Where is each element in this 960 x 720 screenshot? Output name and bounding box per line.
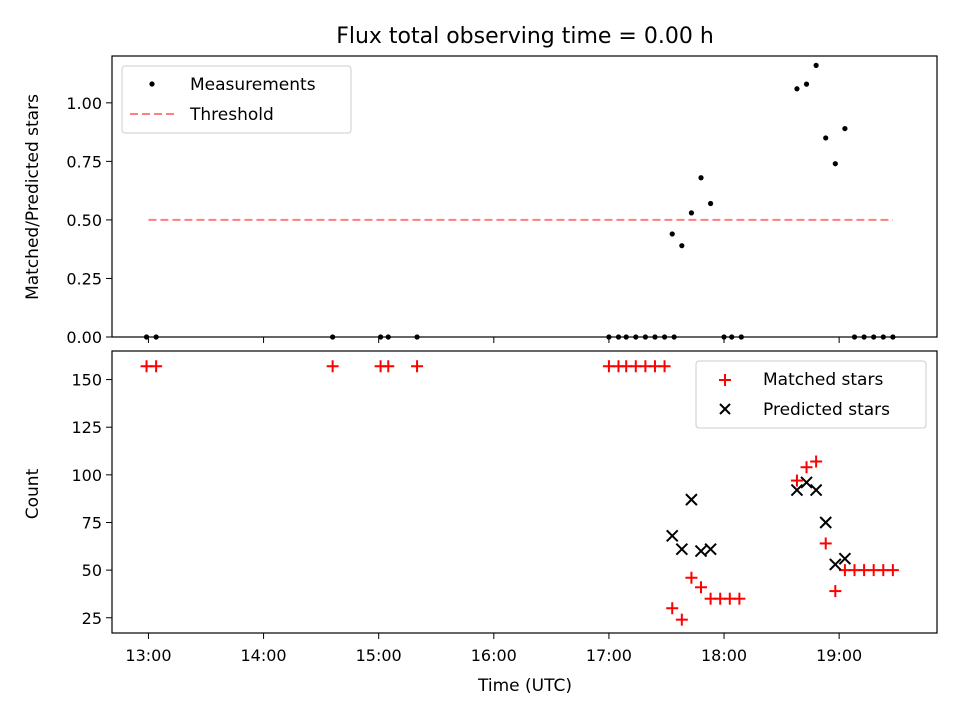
- bottom-x-axis: 13:00 14:00 15:00 16:00 17:00 18:00 19:00: [125, 633, 862, 665]
- top-y-tick-label: 0.50: [66, 211, 102, 230]
- bottom-y-tick-label: 50: [82, 561, 102, 580]
- top-panel-frame: [111, 55, 938, 338]
- legend-marker-predicted: [719, 403, 731, 415]
- measurement-point: [803, 81, 810, 87]
- predicted-star-point: [675, 542, 689, 556]
- matched-star-point: [886, 564, 899, 577]
- bottom-x-tick-label: 16:00: [471, 646, 517, 665]
- legend-marker-matched: [719, 374, 731, 386]
- bottom-y-tick-label: 150: [71, 371, 102, 390]
- bottom-x-tick-label: 15:00: [356, 646, 402, 665]
- measurement-point: [708, 200, 714, 207]
- bottom-y-tick-label: 100: [71, 466, 102, 485]
- top-panel: 0.00 0.25 0.50 0.75 1.00 Matched/Predicted s…: [23, 55, 938, 347]
- matched-star-point: [666, 602, 679, 615]
- predicted-star-point: [790, 483, 804, 497]
- figure-title: Flux total observing time = 0.00 h: [336, 24, 714, 49]
- top-y-tick-label: 0.25: [66, 269, 102, 288]
- top-y-axis: 0.00 0.25 0.50 0.75 1.00: [66, 94, 112, 347]
- measurement-point: [669, 231, 675, 237]
- bottom-panel: 25 50 75 100 125 150 13:00 14:00 15:00 16:00 17:0…: [23, 350, 938, 696]
- predicted-star-point: [666, 529, 679, 543]
- predicted-star-point: [685, 493, 698, 506]
- top-y-axis-label: Matched/Predicted stars: [23, 94, 43, 300]
- bottom-x-tick-label: 14:00: [241, 646, 287, 665]
- matched-star-point: [810, 455, 823, 468]
- bottom-legend-box: [695, 360, 927, 429]
- top-y-tick-label: 1.00: [66, 94, 102, 113]
- bottom-panel-frame: [111, 350, 938, 634]
- top-legend: Measurements Threshold: [121, 65, 352, 134]
- matched-star-point: [658, 360, 671, 373]
- matched-star-point: [382, 360, 395, 373]
- legend-label-matched: Matched stars: [763, 370, 883, 390]
- measurement-point: [698, 175, 704, 181]
- matched-star-point: [150, 360, 163, 373]
- bottom-panel-marks: [140, 360, 899, 626]
- matched-star-point: [733, 592, 746, 605]
- measurement-point: [813, 62, 819, 68]
- matched-star-point: [800, 461, 813, 474]
- matched-star-point: [695, 581, 708, 594]
- predicted-star-point: [819, 516, 832, 529]
- legend-label-predicted: Predicted stars: [763, 400, 890, 420]
- bottom-x-axis-label: Time (UTC): [477, 676, 572, 696]
- bottom-x-tick-label: 17:00: [586, 646, 632, 665]
- legend-label-threshold: Threshold: [189, 105, 274, 125]
- measurement-point: [688, 210, 695, 216]
- matched-star-point: [326, 360, 339, 373]
- top-y-tick-label: 0.75: [66, 152, 102, 171]
- bottom-y-tick-label: 125: [71, 418, 102, 437]
- matched-star-point: [819, 537, 832, 550]
- bottom-y-tick-label: 25: [82, 609, 102, 628]
- matched-star-point: [675, 613, 688, 626]
- bottom-y-axis: 25 50 75 100 125 150: [71, 371, 112, 628]
- matched-star-point: [790, 474, 803, 487]
- top-legend-box: [121, 65, 352, 134]
- measurement-point: [823, 135, 829, 141]
- bottom-y-axis-label: Count: [23, 468, 43, 519]
- measurement-point: [842, 125, 848, 132]
- top-x-axis: [147, 337, 840, 343]
- bottom-x-tick-label: 13:00: [125, 646, 171, 665]
- predicted-star-point: [704, 542, 717, 556]
- predicted-star-point: [838, 552, 852, 565]
- matched-star-point: [829, 585, 842, 598]
- legend-marker-measurements: [149, 81, 155, 87]
- legend-label-measurements: Measurements: [190, 75, 316, 95]
- predicted-star-point: [800, 476, 813, 489]
- bottom-legend: Matched stars Predicted stars: [695, 360, 927, 429]
- top-y-tick-label: 0.00: [66, 328, 102, 347]
- matched-star-point: [411, 360, 424, 373]
- matched-star-point: [685, 571, 698, 584]
- measurement-point: [679, 243, 685, 249]
- predicted-star-point: [694, 544, 708, 558]
- predicted-star-point: [829, 558, 842, 571]
- bottom-x-tick-label: 18:00: [701, 646, 747, 665]
- bottom-x-tick-label: 19:00: [816, 646, 862, 665]
- measurement-point: [794, 86, 800, 92]
- measurement-point: [832, 161, 838, 167]
- bottom-y-tick-label: 75: [82, 513, 102, 532]
- predicted-star-point: [809, 483, 823, 497]
